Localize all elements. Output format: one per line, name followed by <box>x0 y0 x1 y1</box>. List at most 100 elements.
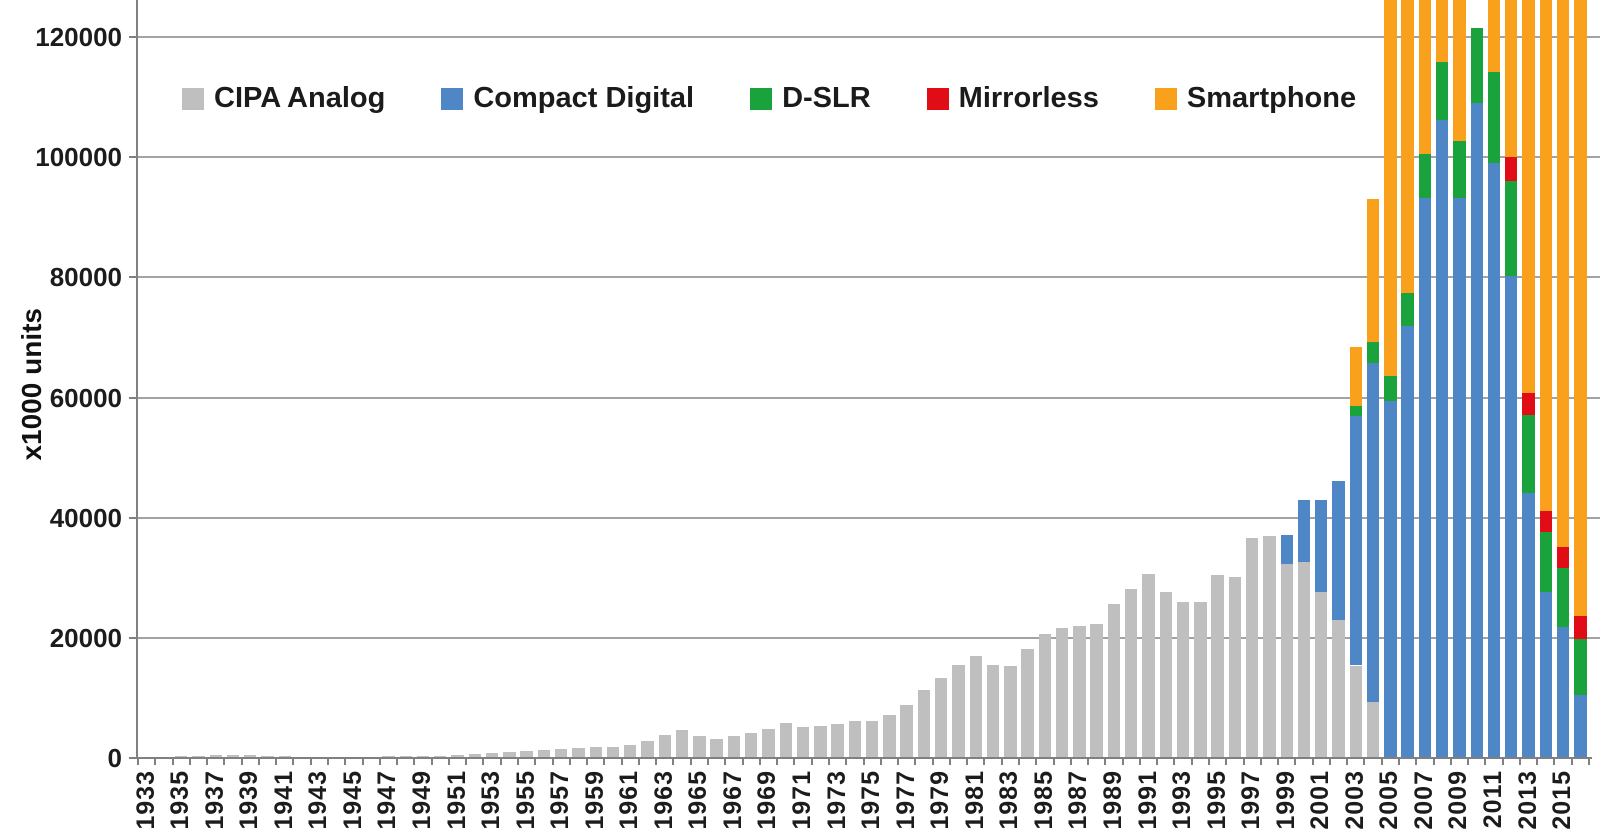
y-tick-mark <box>129 156 138 159</box>
legend-swatch-icon <box>1154 87 1177 110</box>
x-tick-mark <box>1518 758 1521 765</box>
bar-segment-2016 <box>1574 615 1587 640</box>
x-tick-mark <box>1000 758 1003 765</box>
x-tick-mark <box>1588 758 1590 765</box>
x-tick-mark <box>637 758 640 765</box>
bar-segment-2010 <box>1470 103 1483 758</box>
x-tick-mark <box>1156 758 1159 765</box>
bar-segment-2009 <box>1453 197 1466 758</box>
bar-segment-1961 <box>624 745 637 758</box>
x-tick-mark <box>1294 758 1297 765</box>
x-tick-mark <box>948 758 951 765</box>
bar-segment-1967 <box>727 736 741 758</box>
bar-segment-2015 <box>1556 547 1570 568</box>
x-tick-mark <box>257 758 260 765</box>
x-tick-label: 1993 <box>1168 770 1197 830</box>
x-tick-label: 1947 <box>373 770 402 830</box>
bar-segment-2011 <box>1487 72 1501 163</box>
x-tick-mark <box>499 758 502 765</box>
x-tick-mark <box>378 758 381 765</box>
x-tick-mark <box>240 758 243 765</box>
bar-segment-1982 <box>986 664 1000 758</box>
x-tick-mark <box>707 758 710 765</box>
legend-swatch-icon <box>182 87 204 110</box>
bar-segment-2011 <box>1487 162 1501 758</box>
bar-segment-1974 <box>848 720 862 758</box>
x-tick-label: 1969 <box>753 770 782 830</box>
y-tick-label: 80000 <box>49 262 122 293</box>
bar-segment-2016 <box>1574 639 1587 695</box>
x-tick-label: 2001 <box>1306 770 1335 830</box>
bar-segment-1993 <box>1176 602 1190 758</box>
x-tick-mark <box>223 758 226 765</box>
bar-segment-2014 <box>1539 510 1552 533</box>
bar-segment-2004 <box>1366 342 1380 363</box>
x-tick-mark <box>206 758 209 765</box>
bar-segment-2012 <box>1505 0 1518 157</box>
bar-segment-2007 <box>1418 153 1432 198</box>
gridline-120000 <box>138 36 1600 39</box>
bar-segment-2014 <box>1539 592 1552 758</box>
bar-segment-2013 <box>1522 493 1535 758</box>
x-tick-label: 1985 <box>1029 770 1058 830</box>
bar-segment-2003 <box>1349 416 1362 666</box>
x-tick-mark <box>292 758 295 765</box>
bar-segment-1973 <box>831 723 844 758</box>
bar-segment-2006 <box>1401 326 1414 758</box>
x-tick-mark <box>603 758 606 765</box>
bar-segment-2013 <box>1522 415 1535 494</box>
x-tick-mark <box>188 758 191 765</box>
bar-segment-2004 <box>1366 362 1380 703</box>
x-tick-mark <box>827 758 830 765</box>
gridline-40000 <box>138 516 1600 519</box>
bar-segment-2005 <box>1384 0 1397 376</box>
x-tick-mark <box>1570 758 1573 765</box>
bar-segment-2004 <box>1366 702 1380 758</box>
bar-segment-2004 <box>1366 199 1380 343</box>
x-tick-mark <box>568 758 571 765</box>
x-tick-label: 2013 <box>1513 770 1542 830</box>
x-tick-label: 1939 <box>235 770 264 830</box>
bar-segment-1956 <box>537 749 551 758</box>
x-tick-mark <box>1380 758 1383 765</box>
bar-segment-2003 <box>1349 406 1362 417</box>
legend-swatch-icon <box>441 87 464 110</box>
bar-segment-2001 <box>1315 499 1328 593</box>
x-tick-mark <box>1484 758 1487 765</box>
x-tick-label: 1987 <box>1064 770 1093 830</box>
x-tick-mark <box>430 758 433 765</box>
x-tick-mark <box>1017 758 1020 765</box>
x-tick-mark <box>447 758 450 765</box>
x-tick-label: 1963 <box>649 770 678 830</box>
bar-segment-1992 <box>1159 592 1172 758</box>
x-tick-mark <box>275 758 278 765</box>
bar-segment-2007 <box>1418 197 1432 758</box>
bar-segment-2005 <box>1384 401 1397 758</box>
x-tick-mark <box>534 758 537 765</box>
legend-label: Mirrorless <box>958 82 1099 114</box>
legend-label: Compact Digital <box>473 82 695 114</box>
x-tick-mark <box>137 758 139 765</box>
x-tick-mark <box>482 758 485 765</box>
y-tick-mark <box>129 516 138 519</box>
bar-segment-1991 <box>1142 573 1155 758</box>
bar-segment-1966 <box>710 739 723 758</box>
x-tick-mark <box>845 758 848 765</box>
bar-segment-1977 <box>900 704 913 758</box>
x-tick-mark <box>1311 758 1314 765</box>
bar-segment-1940 <box>261 755 274 758</box>
bar-segment-2015 <box>1556 567 1570 628</box>
y-tick-mark <box>129 36 138 39</box>
x-tick-label: 1961 <box>615 770 644 830</box>
x-tick-mark <box>1328 758 1331 765</box>
x-tick-mark <box>327 758 329 765</box>
x-tick-mark <box>897 758 900 765</box>
bar-segment-1995 <box>1211 574 1224 758</box>
bar-segment-2000 <box>1297 500 1311 562</box>
x-tick-label: 1975 <box>857 770 886 830</box>
bar-segment-1949 <box>416 755 430 758</box>
x-tick-mark <box>741 758 744 765</box>
bar-segment-1979 <box>935 678 948 758</box>
gridline-20000 <box>138 636 1600 639</box>
x-tick-mark <box>1190 758 1193 765</box>
